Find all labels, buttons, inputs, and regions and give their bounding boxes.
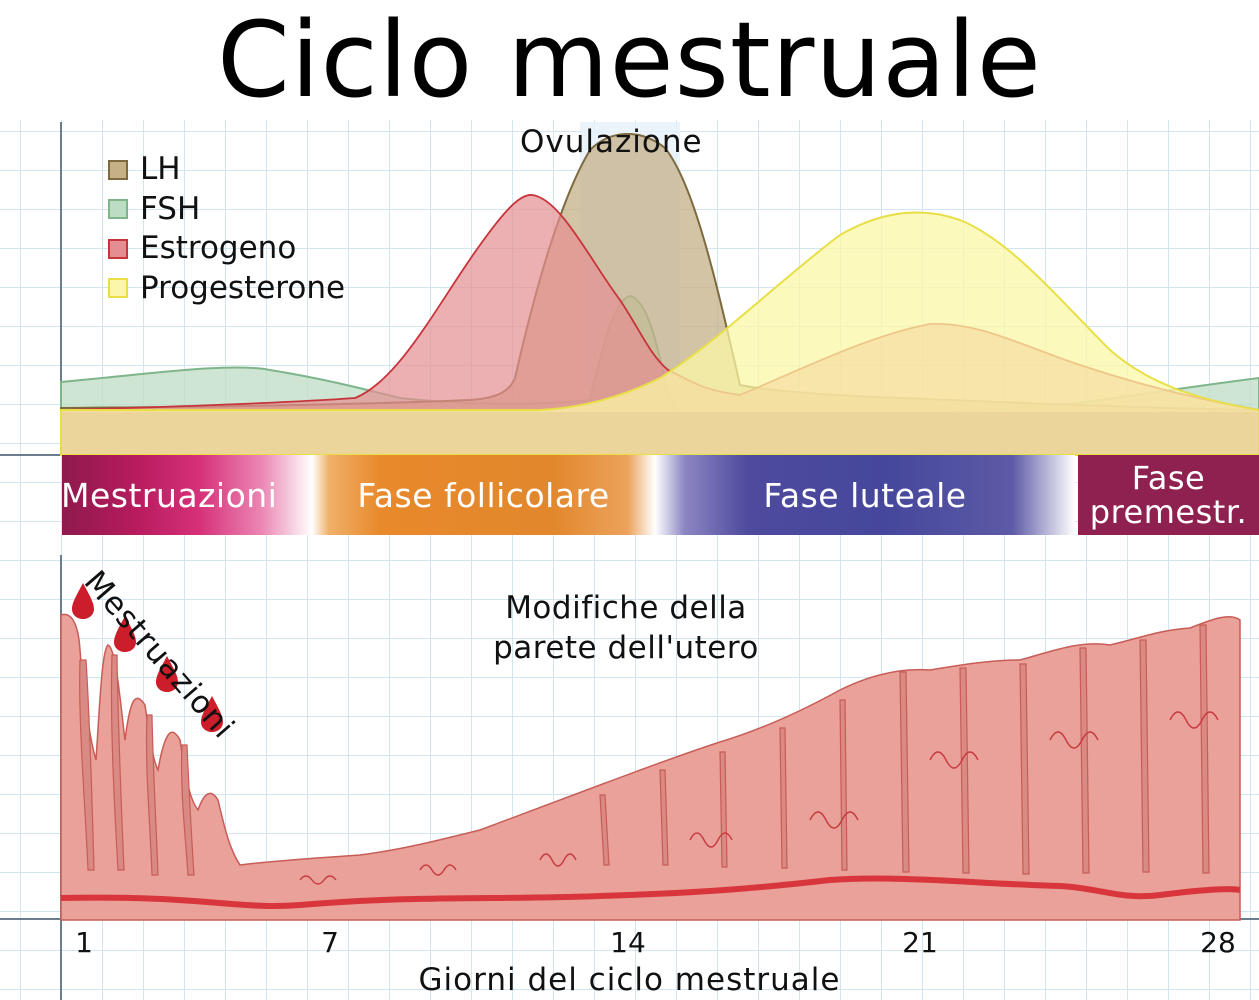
progesterone-curve bbox=[60, 211, 1259, 456]
legend: LH FSH Estrogeno Progesterone bbox=[108, 150, 345, 308]
hormone-chart bbox=[0, 122, 1259, 456]
ovulation-label: Ovulazione bbox=[520, 124, 703, 160]
tick-day-21: 21 bbox=[902, 926, 938, 959]
phase-follicular: Fase follicolare bbox=[312, 455, 655, 535]
phase-luteal: Fase luteale bbox=[655, 455, 1075, 535]
phase-label: Fase follicolare bbox=[357, 475, 610, 515]
legend-item-lh: LH bbox=[108, 150, 345, 190]
legend-label: Estrogeno bbox=[140, 230, 297, 266]
basal-vessel bbox=[60, 875, 1241, 910]
phase-menstruation: Mestruazioni bbox=[61, 455, 312, 535]
uterus-glands bbox=[79, 624, 1210, 876]
phase-premenstrual: Fase premestr. bbox=[1078, 455, 1259, 535]
uterus-label: Modifiche della parete dell'utero bbox=[430, 588, 822, 668]
tick-day-1: 1 bbox=[75, 926, 93, 959]
tick-day-28: 28 bbox=[1200, 926, 1236, 959]
blood-drop-icon bbox=[72, 583, 94, 619]
x-axis-label: Giorni del ciclo mestruale bbox=[418, 962, 841, 998]
blood-drops bbox=[72, 583, 223, 732]
legend-label: FSH bbox=[140, 190, 201, 227]
tick-day-14: 14 bbox=[610, 926, 646, 959]
phase-label: Fase luteale bbox=[763, 475, 967, 515]
legend-label: Progesterone bbox=[140, 269, 346, 306]
phase-label-line1: Fase bbox=[1131, 459, 1206, 497]
progesterone-swatch bbox=[108, 278, 128, 299]
blood-drop-icon bbox=[114, 616, 136, 652]
lh-swatch bbox=[108, 159, 128, 180]
legend-item-estrogen: Estrogeno bbox=[108, 229, 345, 269]
blood-drop-icon bbox=[201, 696, 223, 732]
legend-item-progesterone: Progesterone bbox=[108, 269, 345, 309]
phase-label-line2: premestr. bbox=[1089, 493, 1248, 531]
blood-drop-icon bbox=[156, 656, 178, 692]
legend-item-fsh: FSH bbox=[108, 190, 345, 230]
fsh-swatch bbox=[108, 199, 128, 220]
page-title: Ciclo mestruale bbox=[217, 0, 1042, 121]
uterus-label-line1: Modifiche della bbox=[505, 590, 747, 626]
estrogen-swatch bbox=[108, 238, 128, 259]
legend-label: LH bbox=[140, 151, 181, 187]
uterus-spiral-arteries bbox=[299, 711, 1219, 885]
tick-day-7: 7 bbox=[321, 926, 339, 959]
phase-label: Mestruazioni bbox=[61, 475, 278, 515]
uterus-label-line2: parete dell'utero bbox=[493, 630, 759, 666]
